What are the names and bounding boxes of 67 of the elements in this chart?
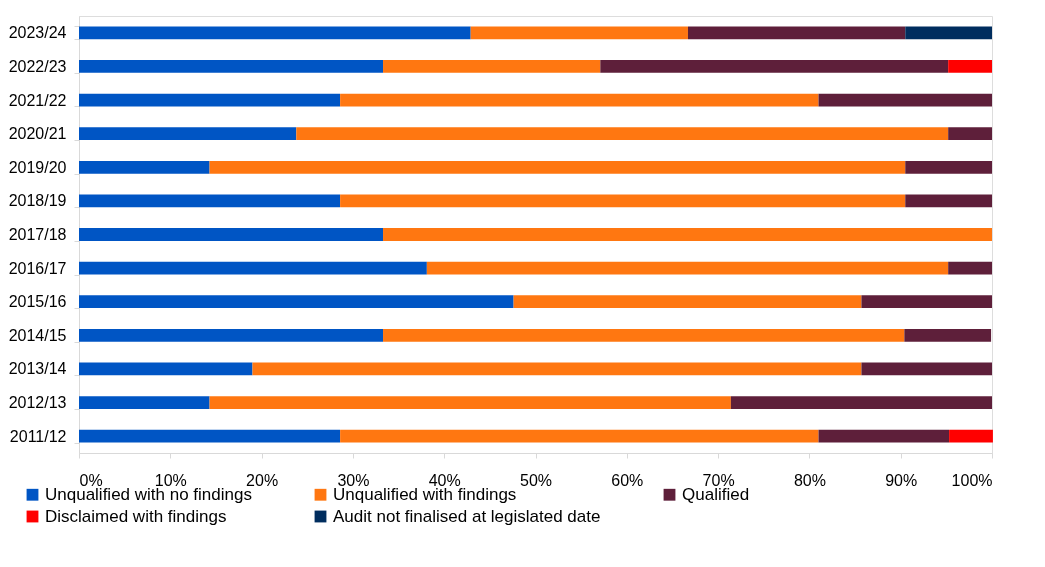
bar	[79, 362, 253, 376]
bar	[340, 194, 906, 208]
bar	[79, 93, 341, 107]
x-tick-label: 100%	[951, 471, 993, 489]
bar	[79, 194, 341, 208]
bar	[79, 60, 384, 73]
bar	[470, 26, 688, 40]
y-tick-label: 2017/18	[8, 226, 67, 243]
bar	[905, 194, 992, 208]
y-tick-label: 2018/19	[8, 192, 67, 210]
bar	[209, 396, 731, 409]
x-tick-label: 90%	[885, 471, 918, 489]
x-tick-label: 10%	[154, 471, 187, 489]
bar	[79, 228, 384, 241]
bar	[687, 26, 906, 40]
bar	[818, 429, 950, 443]
bar	[79, 328, 384, 342]
bar	[383, 228, 992, 241]
y-tick-label: 2022/23	[8, 57, 67, 75]
y-tick-label: 2011/12	[9, 427, 67, 445]
bar	[948, 261, 992, 275]
x-tick-label: 40%	[428, 471, 461, 489]
bar	[79, 295, 514, 309]
bar	[904, 328, 992, 342]
bar	[426, 261, 949, 275]
bar	[79, 261, 427, 275]
x-tick-label: 80%	[793, 471, 826, 489]
bar	[252, 362, 862, 376]
bar	[948, 60, 992, 73]
bar	[209, 160, 906, 174]
y-tick-label: 2023/24	[8, 24, 67, 42]
y-tick-label: 2014/15	[8, 326, 67, 344]
bar	[79, 26, 471, 40]
y-tick-label: 2016/17	[8, 259, 67, 277]
y-tick-label: 2015/16	[8, 293, 67, 311]
x-tick-label: 70%	[702, 471, 735, 489]
bar	[296, 127, 949, 141]
bar	[340, 429, 819, 443]
legend-label: Disclaimed with findings	[45, 506, 227, 526]
bar	[949, 429, 993, 443]
y-tick-label: 2021/22	[8, 91, 67, 109]
legend-label: Audit not finalised at legislated date	[333, 506, 601, 526]
x-tick-label: 0%	[79, 471, 103, 489]
x-tick-label: 30%	[337, 471, 370, 489]
x-tick-label: 20%	[246, 471, 279, 489]
bar	[383, 60, 601, 73]
bar	[340, 93, 819, 107]
bar	[948, 127, 992, 141]
bar	[79, 160, 210, 174]
x-tick-label: 60%	[611, 471, 644, 489]
bar	[600, 60, 949, 73]
bar	[861, 295, 992, 309]
bar	[861, 362, 992, 376]
bar	[818, 93, 992, 107]
bar	[383, 328, 905, 342]
bar	[730, 396, 992, 409]
y-tick-label: 2019/20	[8, 158, 67, 176]
x-tick-label: 50%	[519, 471, 553, 489]
bar	[79, 127, 297, 141]
bar	[905, 26, 992, 40]
y-tick-label: 2012/13	[8, 394, 67, 412]
y-tick-label: 2020/21	[8, 125, 67, 143]
bar	[905, 160, 992, 174]
bar	[79, 429, 341, 443]
bar	[513, 295, 862, 309]
bar	[79, 396, 210, 409]
y-tick-label: 2013/14	[8, 360, 67, 378]
